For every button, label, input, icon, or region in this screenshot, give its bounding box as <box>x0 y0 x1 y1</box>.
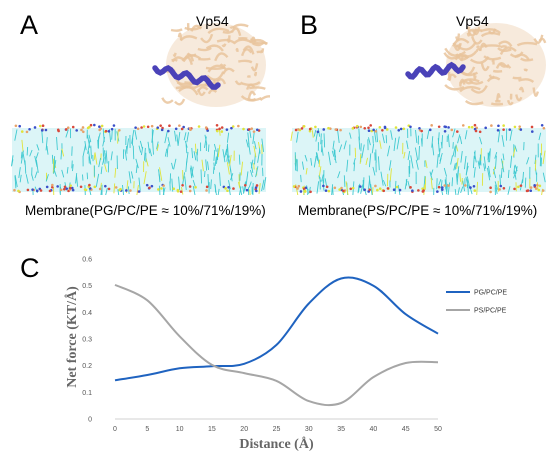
y-tick-label: 0.4 <box>82 310 92 317</box>
x-tick-label: 5 <box>145 426 149 433</box>
simulation-snapshot-a <box>11 23 270 195</box>
protein-label-a: Vp54 <box>196 13 229 29</box>
helix-b <box>405 61 466 80</box>
x-tick-label: 35 <box>337 426 345 433</box>
x-axis-title: Distance (Å) <box>239 436 314 452</box>
x-tick-label: 40 <box>370 426 378 433</box>
membrane-b <box>290 123 546 195</box>
panel-letter-a: A <box>20 10 39 40</box>
x-tick-label: 10 <box>176 426 184 433</box>
protein-label-b: Vp54 <box>456 13 489 29</box>
protein-vp54-b <box>443 23 547 107</box>
x-tick-label: 50 <box>434 426 442 433</box>
panel-letter-b: B <box>300 10 319 40</box>
membrane-label-a: Membrane(PG/PC/PE ≈ 10%/71%/19%) <box>25 203 266 218</box>
y-tick-label: 0 <box>88 417 92 424</box>
x-tick-label: 15 <box>208 426 216 433</box>
simulation-snapshot-b <box>290 23 547 195</box>
series-line-pg-pc-pe <box>114 276 439 382</box>
y-tick-label: 0.2 <box>82 363 92 370</box>
x-tick-label: 20 <box>240 426 248 433</box>
legend-label-ps-pc-pe: PS/PC/PE <box>474 308 507 315</box>
protein-vp54-a <box>160 23 270 107</box>
x-tick-label: 30 <box>305 426 313 433</box>
helix-a <box>152 65 221 90</box>
legend-label-pg-pc-pe: PG/PC/PE <box>474 290 507 297</box>
y-tick-label: 0.6 <box>82 257 92 264</box>
y-axis-title: Net force (KT/Å) <box>64 286 80 388</box>
series-line-ps-pc-pe <box>114 283 439 407</box>
y-tick-label: 0.5 <box>82 283 92 290</box>
membrane-a <box>11 123 267 195</box>
panel-letter-c: C <box>20 253 40 283</box>
x-tick-label: 45 <box>402 426 410 433</box>
y-tick-label: 0.1 <box>82 390 92 397</box>
membrane-label-b: Membrane(PS/PC/PE ≈ 10%/71%/19%) <box>298 203 538 218</box>
y-tick-label: 0.3 <box>82 337 92 344</box>
x-tick-label: 25 <box>273 426 281 433</box>
x-tick-label: 0 <box>113 426 117 433</box>
